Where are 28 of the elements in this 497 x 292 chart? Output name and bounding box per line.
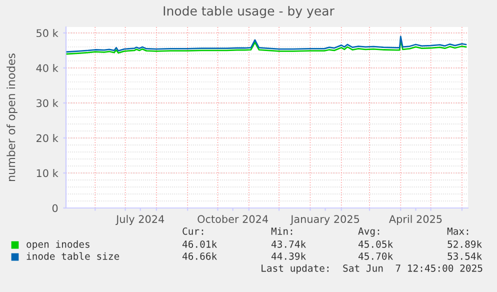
text: Max: (447, 228, 468, 235)
y-tick-label: 50 k (36, 28, 58, 38)
y-tick-label: 10 k (36, 169, 58, 178)
text: 52.89k (448, 240, 482, 248)
text: Avg: (358, 228, 380, 237)
x-tick-label: July 2024 (116, 214, 164, 226)
text: 45.05k (358, 240, 393, 248)
text: 44.39k (271, 252, 306, 260)
text: 46.01k (182, 240, 217, 248)
chart-title: Inode table usage - by year (164, 6, 334, 18)
text: Cur: (182, 227, 204, 235)
text: 53.54k (448, 252, 482, 260)
legend-label: open inodes (26, 240, 90, 250)
y-axis-title: number of open inodes (6, 54, 18, 181)
x-tick-label: October 2024 (198, 214, 268, 224)
y-tick-label: 0 (52, 204, 58, 212)
x-tick-label: April 2025 (389, 214, 442, 226)
text: 43.74k (271, 240, 306, 248)
y-tick-label: 30 k (36, 99, 58, 108)
text: Min: (271, 227, 292, 235)
legend-label: inode table size (26, 252, 120, 260)
text: 46.66k (182, 252, 217, 260)
y-tick-label: 40 k (36, 64, 58, 72)
x-tick-label: January 2025 (290, 215, 360, 226)
text: Last update: Sat Jun 7 12:45:00 2025 (262, 264, 482, 274)
text: 45.70k (358, 252, 393, 260)
line-series (66, 36, 467, 53)
y-tick-label: 20 k (36, 134, 58, 142)
